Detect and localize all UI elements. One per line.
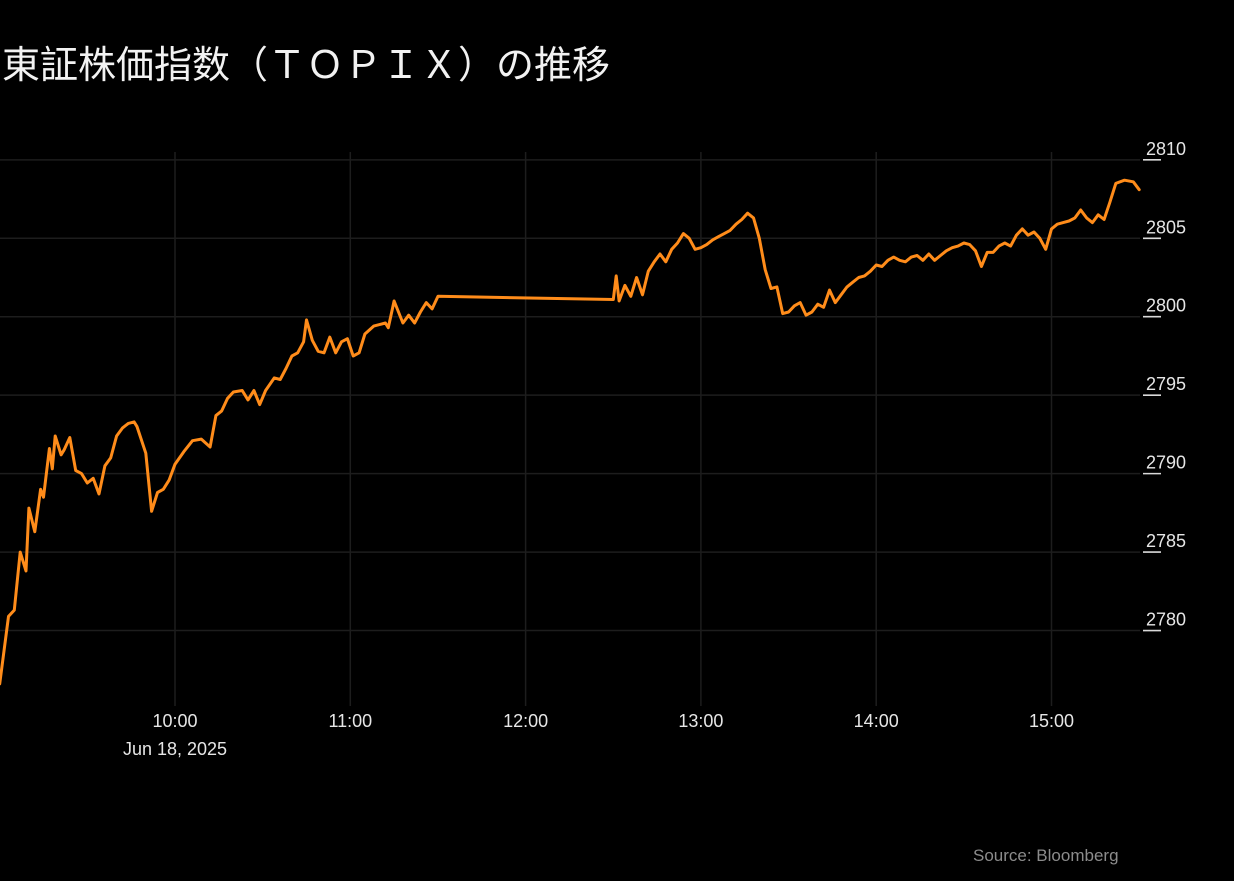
x-tick-label: 14:00 (854, 711, 899, 731)
x-tick-label: 15:00 (1029, 711, 1074, 731)
y-tick-label: 2800 (1146, 296, 1186, 316)
x-axis: 10:00 11:00 12:00 13:00 14:00 15:00 Jun 18, 20… (123, 711, 1074, 759)
y-tick-label: 2785 (1146, 531, 1186, 551)
chart-title: 東証株価指数（ＴＯＰＩＸ）の推移 (2, 43, 611, 87)
y-tick-label: 2780 (1146, 610, 1186, 630)
y-tick-label: 2795 (1146, 374, 1186, 394)
y-tick-label: 2790 (1146, 453, 1186, 473)
series-lines (0, 178, 1141, 686)
y-axis: 2780 2785 2790 2795 2800 2805 2810 (1143, 139, 1186, 632)
x-tick-label: 11:00 (328, 711, 372, 731)
y-tick-label: 2805 (1146, 217, 1186, 237)
series-line-1 (0, 178, 1141, 686)
x-tick-label: 13:00 (678, 711, 723, 731)
gridlines (0, 152, 1140, 706)
source-note: Source: Bloomberg (973, 846, 1119, 865)
y-tick-label: 2810 (1146, 139, 1186, 159)
x-date-label: Jun 18, 2025 (123, 739, 227, 759)
x-tick-label: 12:00 (503, 711, 548, 731)
x-tick-label: 10:00 (152, 711, 197, 731)
